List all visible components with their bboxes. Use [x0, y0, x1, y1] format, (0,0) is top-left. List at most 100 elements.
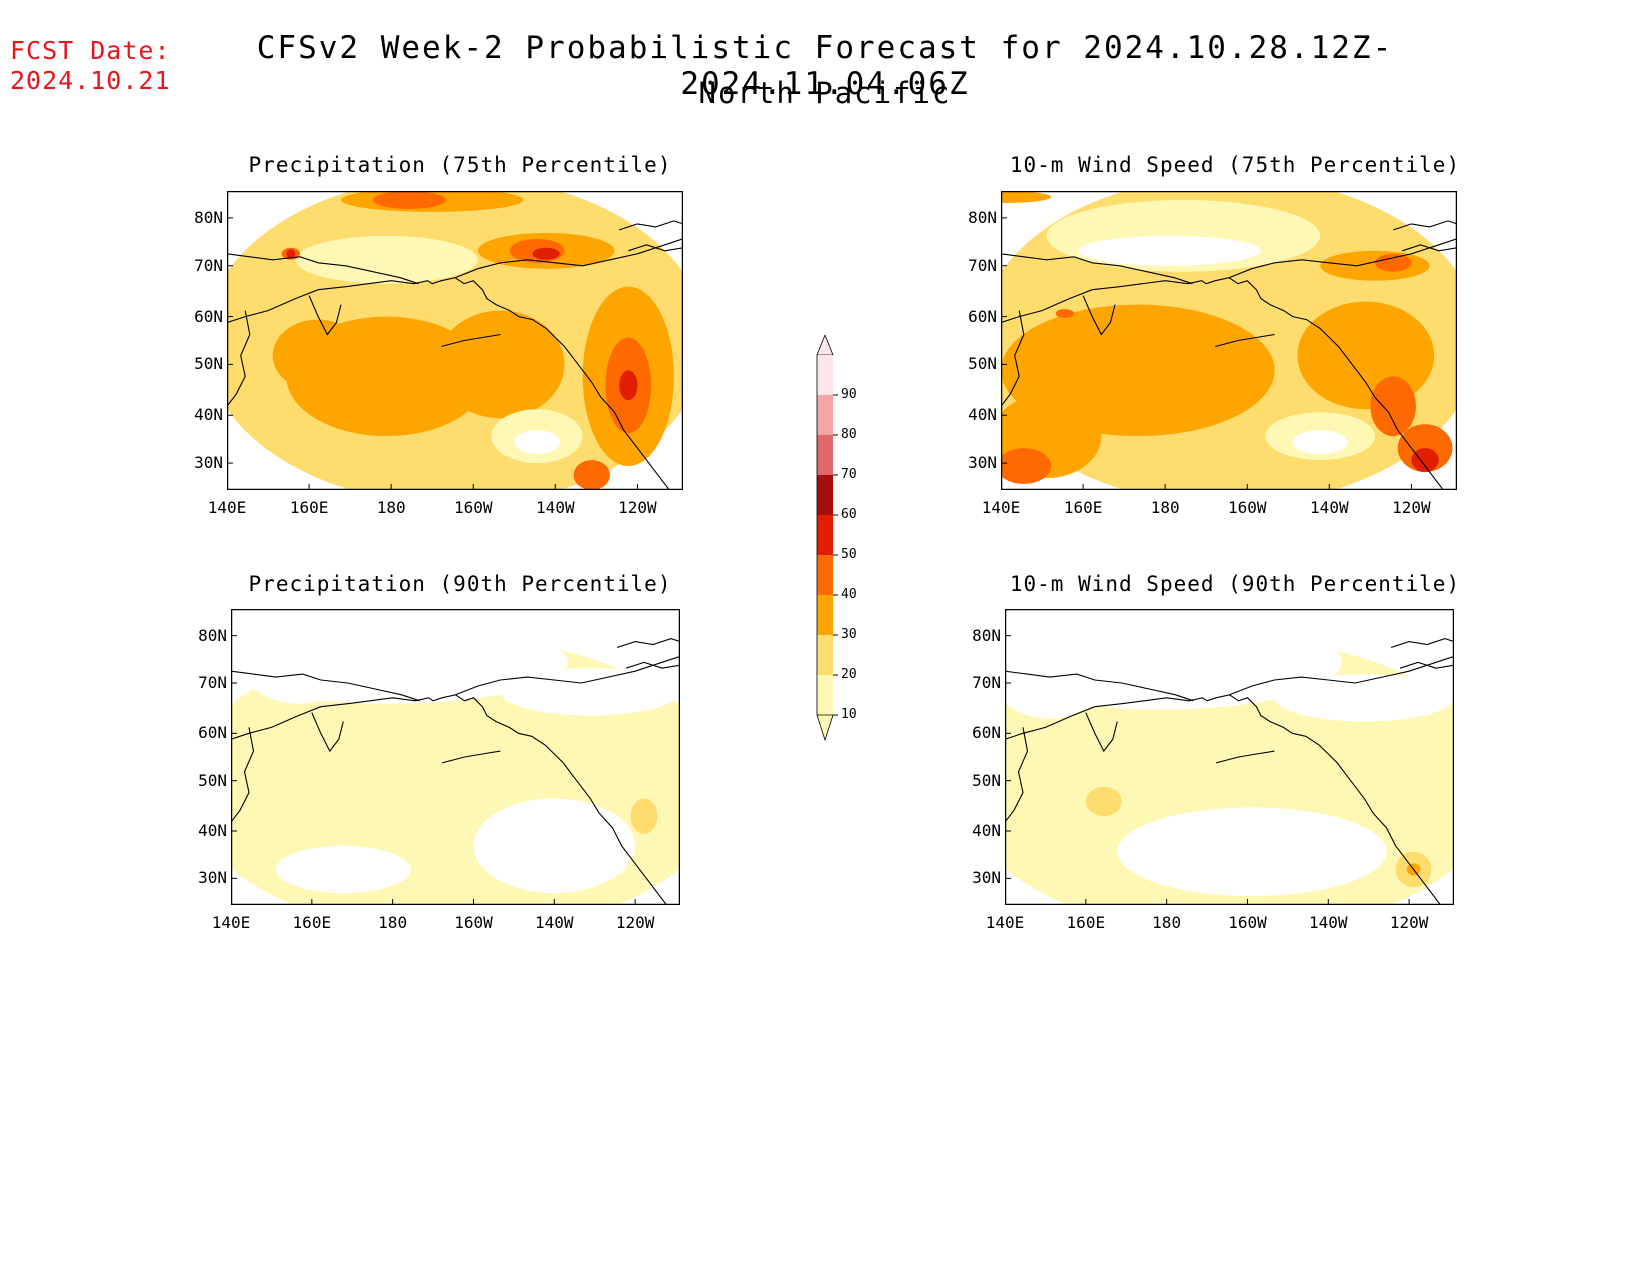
lat-label: 30N [198, 868, 227, 888]
coastline [231, 694, 667, 905]
colorbar-label: 60 [841, 507, 857, 522]
main-title: CFSv2 Week-2 Probabilistic Forecast for … [256, 30, 1394, 102]
fcst-label: FCST Date: [10, 36, 171, 65]
probability-contour-region [619, 370, 638, 401]
lat-label: 60N [194, 306, 223, 326]
panel-title-wind-90: 10-m Wind Speed (90th Percentile) [1009, 572, 1461, 596]
coastline [1005, 727, 1029, 823]
lon-label: 160E [1066, 913, 1106, 932]
coastline [1082, 295, 1116, 336]
coastline [1229, 655, 1454, 696]
probability-contour-region [275, 845, 411, 894]
lon-label: 160E [1063, 498, 1103, 517]
coastline [454, 238, 683, 279]
map-wind-75 [1001, 191, 1457, 490]
coastline [1001, 310, 1025, 407]
lat-label: 80N [198, 625, 227, 645]
lon-label: 180 [378, 913, 408, 932]
lat-label: 30N [972, 868, 1001, 888]
colorbar-label: 70 [841, 467, 857, 482]
colorbar-top-cap [816, 335, 834, 356]
lat-label: 40N [198, 821, 227, 840]
probability-contour-region [1397, 424, 1453, 473]
lon-label: 120W [1389, 913, 1429, 932]
lon-label: 140E [207, 498, 247, 517]
map-wind-90 [1005, 609, 1454, 905]
coastline [227, 277, 670, 490]
lon-label: 140E [211, 913, 251, 932]
coastline [455, 655, 680, 696]
lat-label: 40N [972, 821, 1001, 840]
coastline [227, 310, 251, 407]
lon-label: 160E [292, 913, 332, 932]
coastline [1005, 694, 1441, 905]
lat-label: 40N [968, 405, 997, 425]
lon-label: 160W [453, 498, 493, 517]
probability-contour-region [514, 430, 560, 455]
lon-label: 160W [1227, 498, 1267, 517]
coastline [1085, 712, 1118, 753]
map-frame [1005, 609, 1454, 905]
probability-contour-region [295, 235, 478, 284]
panel-title-precip-90: Precipitation (90th Percentile) [248, 572, 672, 596]
colorbar-segment [817, 475, 833, 515]
coastline [1001, 277, 1444, 490]
lat-label: 30N [968, 453, 997, 473]
colorbar-label: 50 [841, 547, 857, 562]
lon-label: 160W [454, 913, 493, 932]
lat-label: 60N [972, 723, 1001, 743]
lon-label: 180 [376, 498, 406, 517]
coastline [1215, 750, 1275, 764]
lat-label: 70N [972, 673, 1001, 692]
lon-label: 120W [615, 913, 655, 932]
probability-contour-region [1297, 301, 1435, 410]
lon-label: 140E [985, 913, 1025, 932]
colorbar-label: 90 [841, 387, 857, 402]
region-subtitle: North Pacific [698, 76, 952, 110]
lat-label: 80N [968, 207, 997, 227]
lon-label: 140W [536, 498, 575, 517]
lon-label: 140E [981, 498, 1021, 517]
coastline [1393, 220, 1457, 231]
colorbar-label: 10 [841, 707, 857, 722]
lon-label: 140W [535, 913, 574, 932]
lat-label: 70N [968, 255, 997, 275]
probability-contour-region [1117, 807, 1387, 897]
lon-label: 180 [1150, 498, 1180, 517]
lon-label: 180 [1152, 913, 1182, 932]
map-precip-75 [227, 191, 683, 490]
lat-label: 70N [198, 673, 227, 692]
colorbar-segment [817, 595, 833, 635]
fcst-date: 2024.10.21 [10, 66, 171, 95]
probability-contour-region [1411, 448, 1439, 473]
lon-label: 160E [289, 498, 329, 517]
coastline [1402, 244, 1457, 252]
lat-label: 60N [968, 306, 997, 326]
colorbar-segment [817, 395, 833, 435]
colorbar-label: 20 [841, 667, 857, 682]
probability-contour-region [500, 668, 680, 716]
colorbar-label: 40 [841, 587, 857, 602]
coastline [628, 244, 683, 252]
coastline [1005, 670, 1194, 702]
lon-label: 160W [1228, 913, 1267, 932]
colorbar-segment [817, 355, 833, 395]
map-frame [1001, 191, 1457, 490]
forecast-date-label: FCST Date: 2024.10.21 [10, 36, 171, 96]
probability-contour-region [630, 798, 658, 834]
probability-contour-region [1370, 376, 1416, 437]
probability-contour-region [272, 319, 364, 392]
probability-contour-region [473, 798, 636, 894]
coastline [441, 750, 501, 764]
probability-contour-region [1001, 191, 1052, 203]
panel-title-wind-75: 10-m Wind Speed (75th Percentile) [1009, 153, 1461, 177]
probability-contour-region [1320, 250, 1430, 281]
coastline [616, 638, 680, 649]
colorbar-bottom-cap [816, 714, 834, 742]
probability-contour-region [1078, 235, 1261, 266]
probability-contour-region [573, 460, 611, 490]
lat-label: 50N [968, 354, 997, 374]
coastline [1399, 661, 1454, 669]
probability-contour-region [372, 191, 446, 209]
probability-contour-region [1085, 786, 1122, 817]
